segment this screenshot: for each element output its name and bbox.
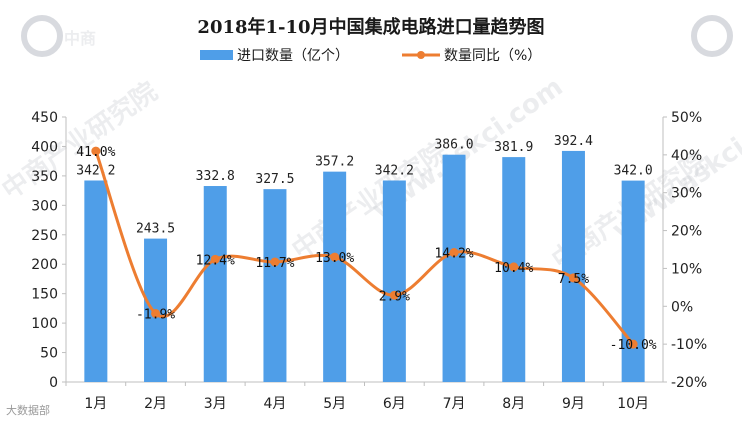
x-tick-label: 10月 bbox=[617, 396, 649, 412]
y-left-tick-label: 250 bbox=[31, 228, 58, 244]
line-point bbox=[270, 257, 280, 267]
line-value-label: 10.4% bbox=[494, 261, 533, 276]
line-series bbox=[91, 146, 638, 349]
line-point bbox=[628, 339, 638, 349]
bar-value-label: 392.4 bbox=[554, 134, 593, 149]
bar bbox=[561, 150, 585, 382]
y-right-tick-label: -20% bbox=[671, 375, 707, 391]
bar-value-label: 386.0 bbox=[434, 138, 473, 153]
line-point bbox=[568, 273, 578, 283]
y-right-tick-label: 0% bbox=[671, 299, 693, 315]
bar bbox=[263, 189, 287, 382]
line-value-label: 11.7% bbox=[255, 256, 294, 271]
y-right-tick-label: -10% bbox=[671, 337, 707, 353]
line-value-label: 14.2% bbox=[434, 247, 473, 262]
x-tick-label: 9月 bbox=[562, 396, 585, 412]
watermark-logo-text: 中商 bbox=[64, 29, 96, 48]
x-tick-label: 3月 bbox=[204, 396, 227, 412]
line-value-label: 7.5% bbox=[558, 272, 589, 287]
x-tick-label: 4月 bbox=[263, 396, 286, 412]
line-point bbox=[210, 254, 220, 264]
bar-value-label: 381.9 bbox=[494, 140, 533, 155]
bar bbox=[382, 180, 406, 382]
legend: 进口数量（亿个） 数量同比（%） bbox=[200, 48, 541, 64]
line-point bbox=[91, 146, 101, 156]
y-left-tick-label: 400 bbox=[31, 139, 58, 155]
x-tick-label: 7月 bbox=[443, 396, 466, 412]
bar-value-label: 342.2 bbox=[375, 163, 414, 178]
x-tick-label: 6月 bbox=[383, 396, 406, 412]
legend-line-label: 数量同比（%） bbox=[444, 48, 541, 64]
bar-value-label: 342.2 bbox=[76, 163, 115, 178]
bar-series bbox=[84, 150, 645, 382]
bar bbox=[621, 180, 645, 382]
y-left-tick-label: 350 bbox=[31, 169, 58, 185]
line-value-label: 13.0% bbox=[315, 251, 354, 266]
line-value-label: 12.4% bbox=[196, 253, 235, 268]
line-value-label: 2.9% bbox=[379, 289, 410, 304]
x-tick-labels: 1月 2月 3月 4月 5月 6月 7月 8月 9月 10月 bbox=[65, 382, 649, 412]
y-left-tick-label: 50 bbox=[40, 346, 58, 362]
y-right-tick-labels: -20% -10% 0% 10% 20% 30% 40% 50% bbox=[663, 110, 707, 391]
x-tick-label: 1月 bbox=[84, 396, 107, 412]
line-data-labels: 41.0% -1.9% 12.4% 11.7% 13.0% 2.9% 14.2% 10.4% 7… bbox=[76, 145, 657, 353]
bar-value-label: 327.5 bbox=[255, 172, 294, 187]
bar-value-label: 342.0 bbox=[614, 164, 653, 179]
x-tick-label: 8月 bbox=[502, 396, 525, 412]
bar-value-label: 357.2 bbox=[315, 155, 354, 170]
watermark-text-1: 中商产业研究院 bbox=[0, 76, 163, 206]
x-tick-label: 5月 bbox=[323, 396, 346, 412]
y-right-tick-label: 10% bbox=[671, 261, 702, 277]
bar bbox=[442, 154, 466, 382]
line-point bbox=[449, 248, 459, 258]
y-left-tick-label: 200 bbox=[31, 257, 58, 273]
line-point bbox=[330, 252, 340, 262]
watermark-logo: 中商 bbox=[21, 15, 96, 57]
y-left-tick-labels: 0 50 100 150 200 250 300 350 400 450 bbox=[31, 110, 66, 391]
legend-bar-label: 进口数量（亿个） bbox=[237, 48, 349, 64]
legend-bar-swatch bbox=[200, 50, 233, 60]
y-left-tick-label: 0 bbox=[49, 375, 58, 391]
line-point bbox=[151, 308, 161, 318]
y-left-tick-label: 150 bbox=[31, 287, 58, 303]
y-right-tick-label: 40% bbox=[671, 148, 702, 164]
y-left-tick-label: 100 bbox=[31, 316, 58, 332]
line-value-label: 41.0% bbox=[76, 145, 115, 160]
y-right-tick-label: 20% bbox=[671, 224, 702, 240]
y-left-tick-label: 300 bbox=[31, 198, 58, 214]
line-point bbox=[509, 262, 519, 272]
y-right-tick-label: 30% bbox=[671, 186, 702, 202]
bar bbox=[323, 171, 347, 382]
source-mark: 大数据部 bbox=[6, 403, 50, 417]
x-tick-label: 2月 bbox=[144, 396, 167, 412]
bar-data-labels: 342.2 243.5 332.8 327.5 357.2 342.2 386.0 381.9… bbox=[76, 134, 652, 237]
y-right-tick-label: 50% bbox=[671, 110, 702, 126]
series-line bbox=[94, 150, 635, 346]
y-left-tick-label: 450 bbox=[31, 110, 58, 126]
line-point bbox=[389, 290, 399, 300]
bar bbox=[84, 180, 108, 382]
chart-title: 2018年1-10月中国集成电路进口量趋势图 bbox=[197, 16, 544, 38]
line-value-label: -1.9% bbox=[136, 307, 175, 322]
bar bbox=[203, 186, 227, 382]
line-value-label: -10.0% bbox=[610, 338, 657, 353]
watermark-logo-2 bbox=[691, 15, 733, 57]
legend-line-marker bbox=[417, 51, 425, 59]
bar-value-label: 332.8 bbox=[196, 169, 235, 184]
bar-value-label: 243.5 bbox=[136, 222, 175, 237]
